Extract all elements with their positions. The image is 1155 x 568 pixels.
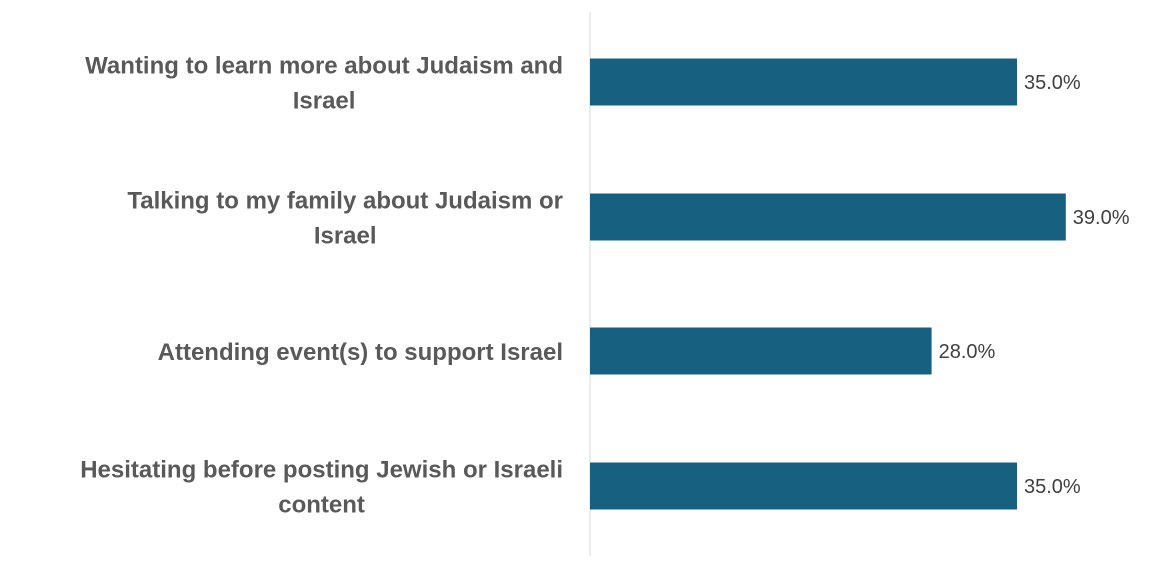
labels-layer: 35.0% Wanting to learn more about Judaism… — [80, 53, 1130, 519]
bar-3 — [590, 462, 1017, 510]
category-label-0-line-1: Israel — [293, 88, 356, 115]
bar-2 — [590, 327, 932, 375]
value-label-1: 39.0% — [1073, 207, 1130, 229]
category-label-2-line-0: Attending event(s) to support Israel — [158, 339, 563, 366]
category-label-3-line-0: Hesitating before posting Jewish or Isra… — [80, 457, 563, 484]
bar-1 — [590, 193, 1066, 241]
category-label-1-line-1: Israel — [314, 223, 377, 250]
value-label-2: 28.0% — [939, 341, 996, 363]
bars-layer — [590, 58, 1066, 510]
category-label-1-line-0: Talking to my family about Judaism or — [127, 188, 563, 215]
category-label-0-line-0: Wanting to learn more about Judaism and — [85, 53, 563, 80]
bar-0 — [590, 58, 1017, 106]
value-label-3: 35.0% — [1024, 476, 1081, 498]
value-label-0: 35.0% — [1024, 72, 1081, 94]
category-label-3-line-1: content — [278, 492, 365, 519]
